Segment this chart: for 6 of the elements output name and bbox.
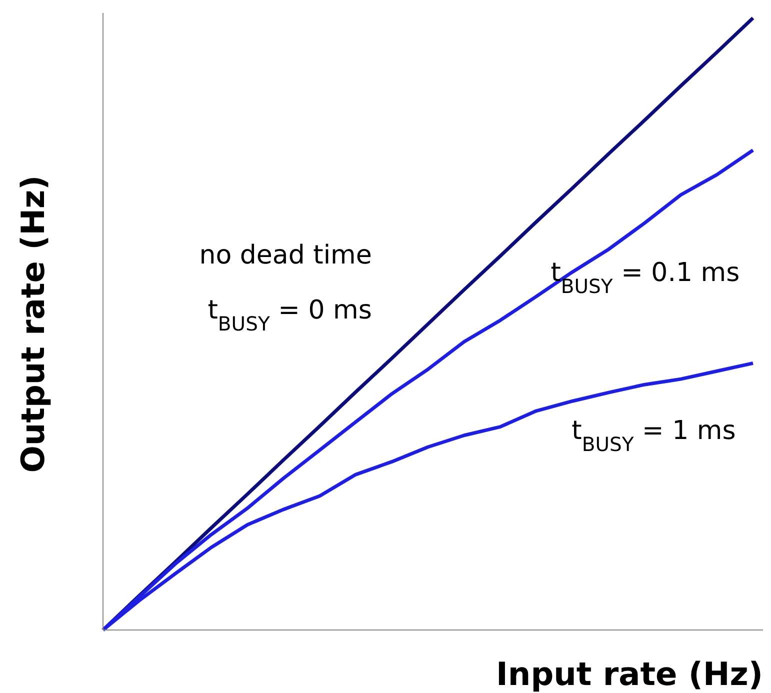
series-label: t$_{BUSY}$ = 0.1 ms: [550, 258, 740, 298]
x-axis-title: Input rate (Hz): [496, 655, 763, 693]
series-label: t$_{BUSY}$ = 0 ms: [208, 295, 372, 335]
annotation: no dead time: [199, 240, 372, 270]
y-axis-title: Output rate (Hz): [14, 175, 52, 473]
series-label: t$_{BUSY}$ = 1 ms: [572, 416, 736, 456]
